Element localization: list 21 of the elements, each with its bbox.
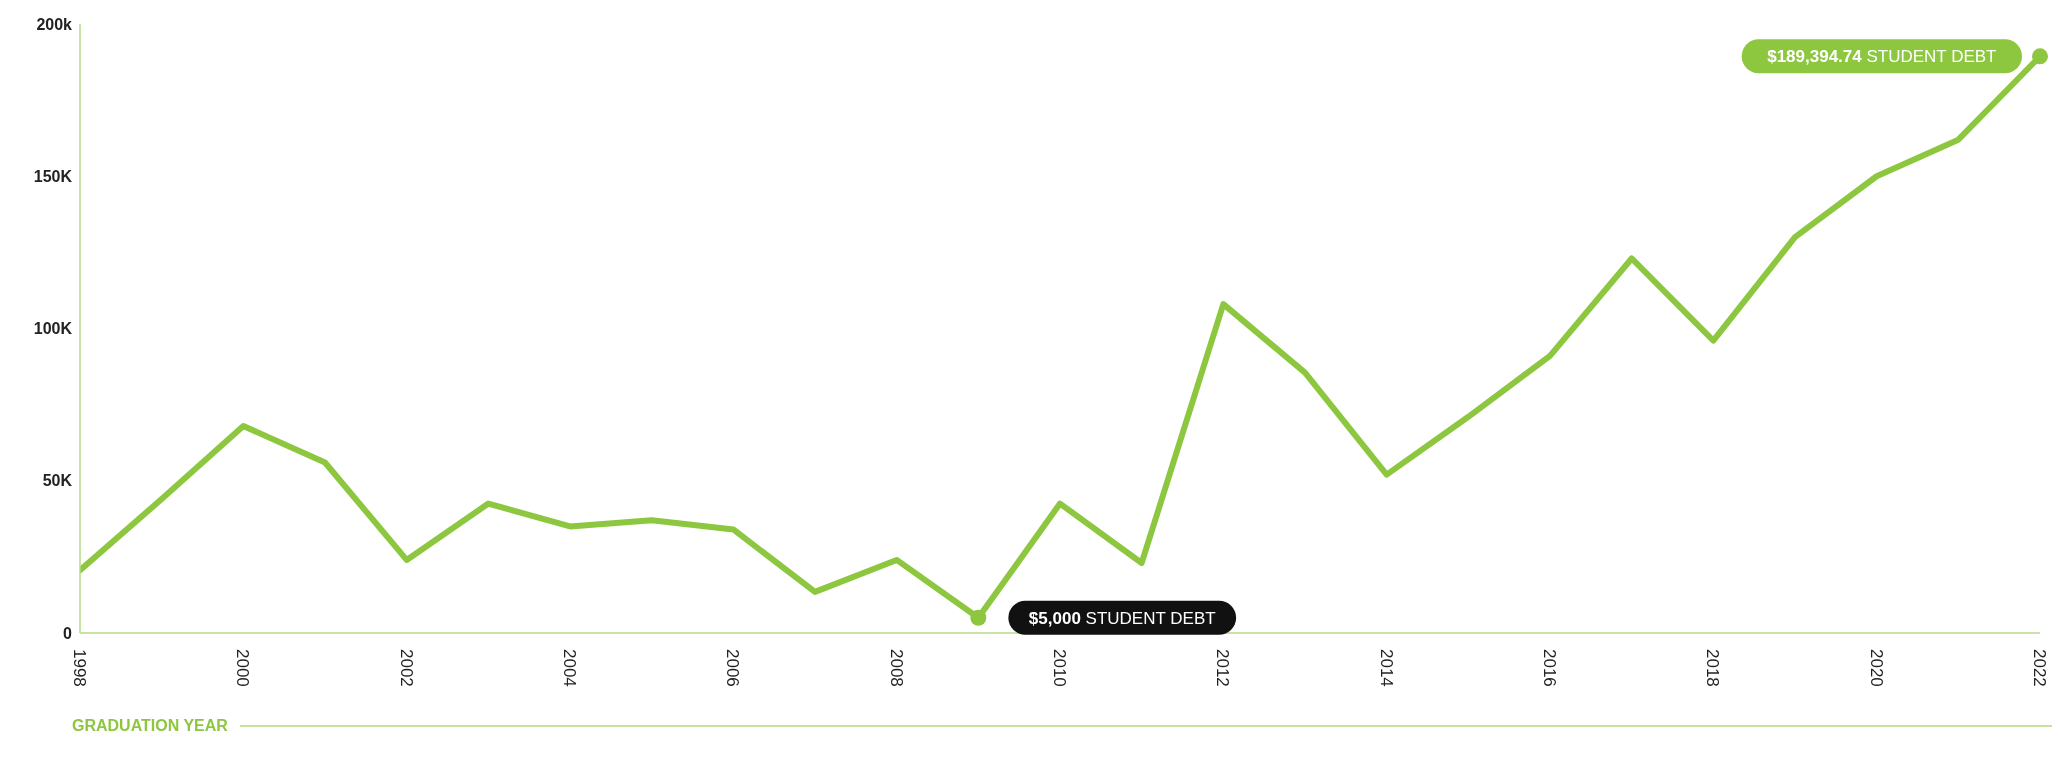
x-tick-label: 2018 [1703,649,1723,687]
y-tick-label: 100K [33,320,73,338]
y-tick-label: 50K [42,472,73,490]
x-tick-label: 2016 [1540,649,1559,687]
x-tick-label: 2006 [723,649,743,687]
x-tick-label: 2010 [1050,649,1069,687]
x-tick-label: 2004 [560,649,579,687]
y-tick-label: 200k [36,15,73,33]
x-tick-label: 2002 [396,649,416,687]
x-tick-label: 2014 [1376,649,1396,687]
x-axis-title: GRADUATION YEAR [72,717,228,735]
x-tick-label: 2008 [886,649,906,687]
annotation: $5,000 STUDENT DEBT [1028,608,1216,628]
x-tick-label: 2012 [1213,649,1233,687]
y-tick-label: 0 [63,624,73,642]
y-tick-label: 150K [33,167,73,185]
x-tick-label: 2022 [2030,649,2049,687]
annotation: $189,394.74 STUDENT DEBT [1767,47,1997,67]
x-tick-label: 2020 [1866,649,1886,687]
x-tick-label: 1998 [70,649,89,687]
x-tick-label: 2000 [233,649,253,687]
